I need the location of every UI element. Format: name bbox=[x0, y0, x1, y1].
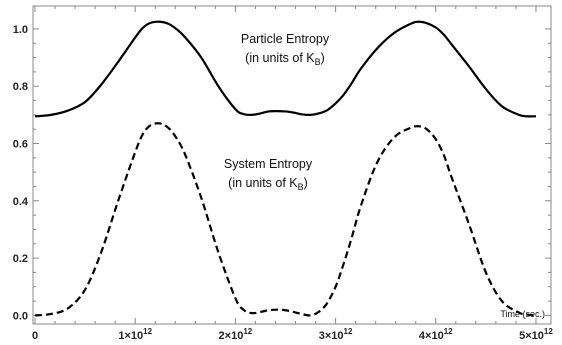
y-tick-label: 0.4 bbox=[13, 196, 29, 208]
y-tick-label: 0.0 bbox=[13, 310, 28, 322]
particle-entropy-units: (in units of KB) bbox=[245, 51, 325, 67]
particle-kb-subscript: B bbox=[315, 57, 321, 67]
particle-entropy-label: Particle Entropy bbox=[241, 32, 330, 46]
system-kb-subscript: B bbox=[298, 182, 304, 192]
plot-frame bbox=[32, 5, 552, 325]
y-tick-label: 0.2 bbox=[13, 253, 28, 265]
x-tick-label: 2×1012 bbox=[219, 327, 253, 342]
particle-entropy-line bbox=[34, 20, 536, 118]
time-axis-label: Time (sec.) bbox=[500, 309, 545, 319]
x-tick-label: 1×1012 bbox=[118, 327, 152, 342]
y-tick-label: 0.6 bbox=[13, 139, 28, 151]
axis-ticks bbox=[33, 6, 551, 324]
x-tick-label: 5×1012 bbox=[519, 327, 553, 342]
y-tick-label: 0.8 bbox=[13, 81, 28, 93]
y-tick-label: 1.0 bbox=[13, 24, 28, 36]
x-tick-labels: 0 1×1012 2×1012 3×1012 4×1012 5×1012 bbox=[32, 327, 553, 342]
system-entropy-line bbox=[34, 122, 537, 317]
system-entropy-units: (in units of KB) bbox=[228, 176, 308, 192]
x-tick-label: 4×1012 bbox=[419, 327, 453, 342]
y-tick-labels: 0.0 0.2 0.4 0.6 0.8 1.0 bbox=[13, 24, 29, 322]
system-entropy-label: System Entropy bbox=[224, 157, 313, 171]
x-tick-label: 3×1012 bbox=[319, 327, 353, 342]
x-tick-label: 0 bbox=[32, 330, 38, 342]
series-group bbox=[34, 20, 537, 317]
